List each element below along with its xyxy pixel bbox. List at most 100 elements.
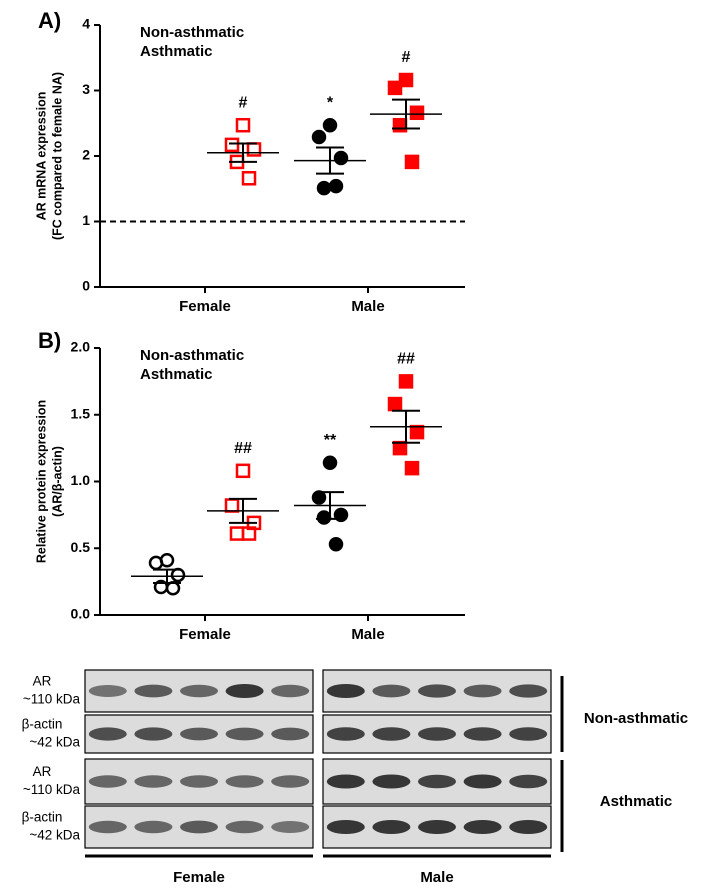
- blot-group-label: Asthmatic: [600, 793, 673, 810]
- blot-band: [463, 774, 502, 789]
- blot-band: [372, 727, 411, 741]
- y-tick-label: 0.5: [71, 539, 91, 555]
- y-tick-label: 4: [82, 16, 90, 32]
- blot-row-label: β-actin: [22, 810, 63, 825]
- data-point: [333, 150, 349, 166]
- data-point: [322, 455, 338, 471]
- data-point: [311, 129, 327, 145]
- blot-band: [134, 727, 173, 741]
- blot-band: [134, 820, 173, 834]
- y-axis-label: (FC compared to female NA): [50, 72, 64, 240]
- blot-band: [225, 775, 264, 788]
- panel-label: A): [38, 8, 61, 33]
- data-point: [241, 526, 257, 541]
- x-tick-label: Male: [351, 626, 384, 643]
- blot-band: [88, 820, 127, 834]
- blot-band: [134, 684, 173, 698]
- blot-band: [271, 684, 310, 698]
- data-point: [311, 490, 327, 505]
- y-tick-label: 2.0: [71, 339, 91, 355]
- blot-band: [463, 727, 502, 741]
- annotation: **: [324, 432, 337, 449]
- blot-band: [509, 684, 548, 698]
- blot-band: [88, 775, 127, 788]
- y-tick-label: 1: [82, 212, 90, 228]
- x-tick-label: Female: [179, 298, 231, 315]
- data-point: [224, 498, 240, 513]
- blot-row-label: ~110 kDa: [23, 782, 81, 797]
- y-axis-label: Relative protein expression: [34, 400, 48, 563]
- blot-band: [180, 727, 218, 741]
- data-point: [235, 463, 251, 479]
- blot-band: [509, 774, 548, 789]
- blot-row-label: AR: [33, 764, 52, 779]
- annotation: ##: [397, 351, 415, 368]
- data-point: [409, 105, 425, 121]
- annotation: #: [239, 94, 248, 111]
- blot-row-label: ~42 kDa: [29, 735, 80, 750]
- x-tick-label: Male: [351, 298, 384, 315]
- blot-band: [326, 684, 365, 698]
- blot-band: [88, 727, 127, 741]
- blot-band: [418, 727, 456, 741]
- blot-band: [180, 820, 218, 834]
- y-tick-label: 1.0: [71, 472, 91, 488]
- data-point: [246, 142, 262, 157]
- blot-band: [463, 684, 502, 698]
- legend-entry: Non-asthmatic: [140, 347, 244, 364]
- legend-entry: Asthmatic: [140, 43, 213, 60]
- annotation: *: [327, 94, 334, 111]
- data-point: [229, 526, 245, 541]
- blot-band: [418, 820, 456, 834]
- data-point: [322, 117, 338, 133]
- blot-band: [372, 820, 411, 834]
- data-point: [404, 460, 420, 476]
- blot-row-label: β-actin: [22, 717, 63, 732]
- data-point: [387, 80, 403, 96]
- y-tick-label: 0: [82, 278, 90, 294]
- data-point: [316, 180, 332, 196]
- data-point: [328, 536, 344, 552]
- blot-row-label: ~42 kDa: [29, 828, 80, 843]
- panel-label: B): [38, 328, 61, 353]
- blot-band: [326, 774, 365, 789]
- blot-column-label: Male: [420, 869, 453, 886]
- blot-band: [180, 775, 218, 788]
- y-tick-label: 2: [82, 147, 90, 163]
- blot-band: [180, 684, 218, 698]
- blot-band: [271, 821, 310, 833]
- blot-band: [418, 774, 456, 789]
- blot-band: [463, 820, 502, 834]
- blot-band: [326, 820, 365, 834]
- blot-band: [326, 727, 365, 741]
- blot-band: [509, 727, 548, 741]
- data-point: [224, 137, 240, 153]
- blot-band: [509, 820, 548, 834]
- data-point: [316, 510, 332, 525]
- y-tick-label: 3: [82, 81, 90, 97]
- data-point: [398, 72, 414, 88]
- data-point: [165, 581, 181, 596]
- legend-entry: Asthmatic: [140, 366, 213, 383]
- annotation: #: [402, 49, 411, 66]
- blot-band: [225, 684, 264, 698]
- data-point: [392, 440, 408, 456]
- data-point: [235, 117, 251, 133]
- blot-column-label: Female: [173, 869, 225, 886]
- blot-row-label: AR: [33, 674, 52, 689]
- data-point: [241, 171, 257, 186]
- y-axis-label: AR mRNA expression: [34, 92, 48, 221]
- data-point: [404, 154, 420, 170]
- blot-band: [372, 684, 411, 698]
- data-point: [409, 424, 425, 440]
- x-tick-label: Female: [179, 626, 231, 643]
- annotation: ##: [234, 440, 252, 457]
- legend-entry: Non-asthmatic: [140, 24, 244, 41]
- data-point: [148, 555, 164, 571]
- blot-band: [134, 775, 173, 788]
- data-point: [333, 507, 349, 523]
- blot-band: [418, 684, 456, 698]
- blot-band: [225, 727, 264, 741]
- y-tick-label: 1.5: [71, 405, 91, 421]
